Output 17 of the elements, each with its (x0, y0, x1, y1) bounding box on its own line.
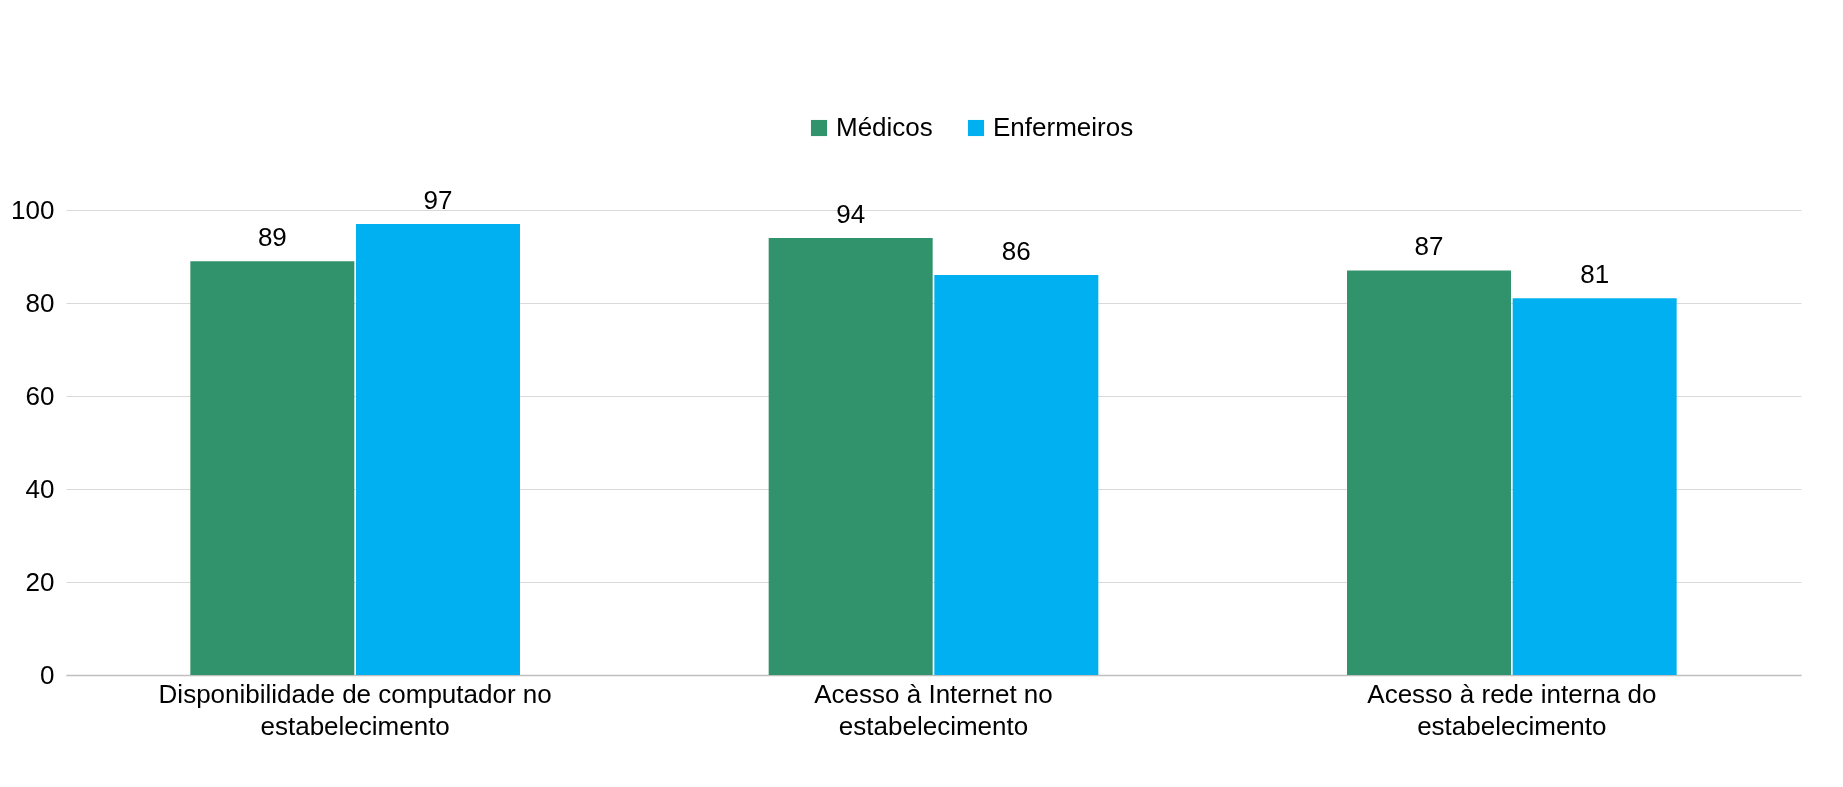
data-label: 81 (1580, 259, 1610, 290)
legend-label: Enfermeiros (993, 112, 1134, 142)
data-label: 87 (1414, 231, 1444, 262)
data-label: 97 (423, 184, 453, 215)
y-tick-label: 0 (40, 659, 55, 690)
y-tick-label: 40 (25, 473, 55, 504)
legend-label: Médicos (836, 112, 933, 142)
x-tick-label: Acesso à Internet no estabelecimento (814, 678, 1053, 741)
y-tick-label: 100 (11, 194, 55, 225)
y-tick-label: 80 (25, 287, 55, 318)
y-tick-label: 60 (25, 380, 55, 411)
data-label: 86 (1001, 236, 1031, 267)
x-tick-label: Acesso à rede interna do estabelecimento (1367, 678, 1657, 741)
data-label: 94 (836, 198, 866, 229)
data-label: 89 (257, 222, 287, 253)
y-tick-label: 20 (25, 566, 55, 597)
x-tick-label: Disponibilidade de computador no estabelecimento (158, 678, 552, 741)
